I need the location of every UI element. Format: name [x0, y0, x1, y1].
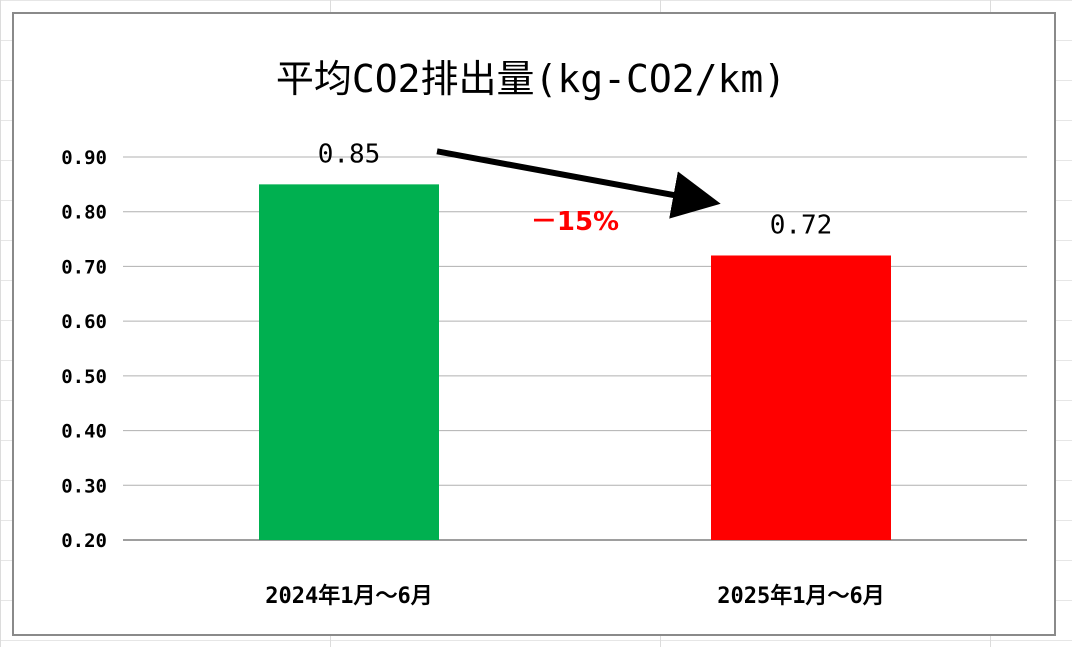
bar — [259, 184, 439, 540]
y-tick-label: 0.30 — [61, 475, 107, 497]
y-tick-label: 0.50 — [61, 366, 107, 388]
change-arrow — [436, 148, 721, 219]
y-tick-label: 0.70 — [61, 256, 107, 278]
y-tick-label: 0.40 — [61, 421, 107, 443]
y-tick-label: 0.20 — [61, 530, 107, 552]
y-tick-label: 0.90 — [61, 147, 107, 169]
percent-change-label: －15% — [531, 207, 619, 237]
x-category-label: 2025年1月～6月 — [717, 583, 884, 609]
data-label: 0.85 — [318, 139, 381, 169]
x-category-label: 2024年1月～6月 — [265, 583, 432, 609]
chart-title: 平均CO2排出量(kg-CO2/km) — [276, 57, 786, 101]
y-tick-label: 0.80 — [61, 202, 107, 224]
bar — [711, 255, 891, 540]
y-tick-label: 0.60 — [61, 311, 107, 333]
data-label: 0.72 — [770, 210, 833, 240]
